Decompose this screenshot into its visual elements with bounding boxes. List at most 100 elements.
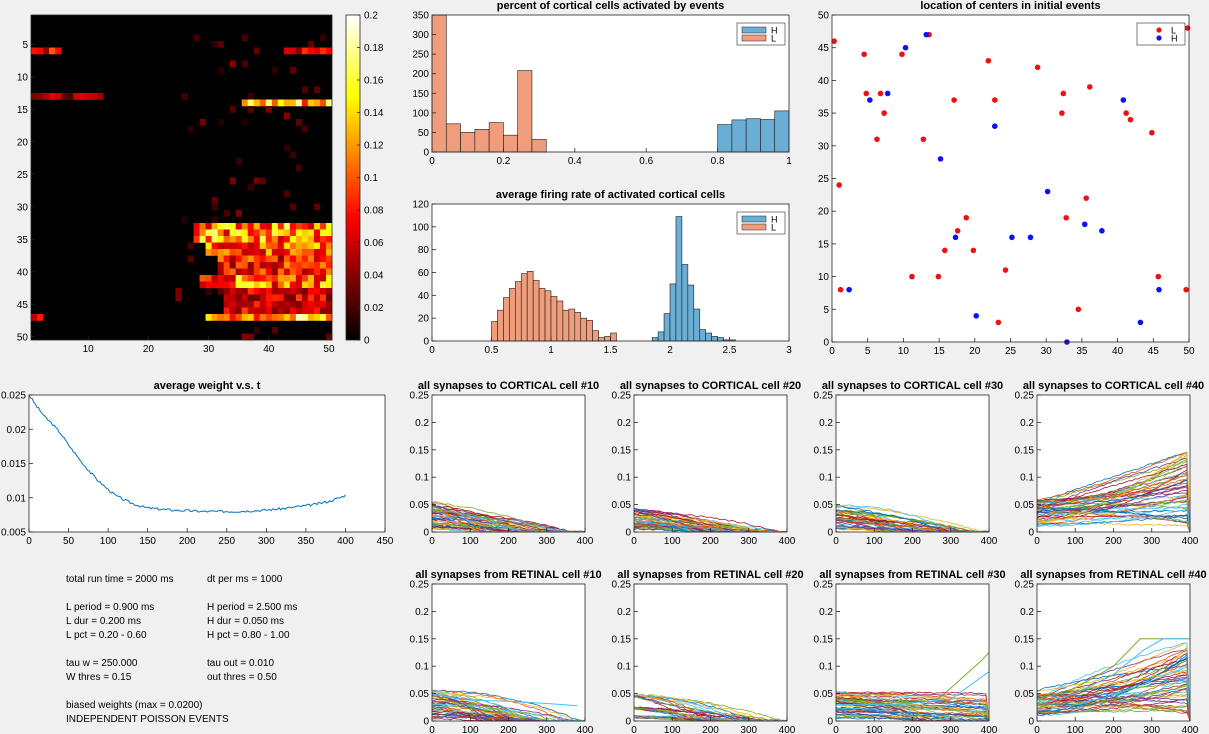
cortical-40-ytick-label: 0.05 xyxy=(1015,500,1035,511)
heatmap-cell xyxy=(265,236,273,243)
heatmap-cell xyxy=(211,229,218,237)
heatmap-cell xyxy=(325,223,333,230)
heatmap-cell xyxy=(259,249,267,256)
heatmap-cell xyxy=(247,301,255,308)
scatter-ytick-label: 35 xyxy=(818,109,830,120)
scatter-point-L xyxy=(899,51,905,58)
heatmap-cell xyxy=(241,314,249,321)
rate-hist-xtick-label: 2.5 xyxy=(723,345,737,356)
scatter-ytick-label: 10 xyxy=(818,272,830,283)
heatmap-cell xyxy=(217,223,224,230)
pct-hist-bar-H xyxy=(774,110,790,153)
heatmap-cell xyxy=(283,281,291,289)
heatmap-cell xyxy=(289,294,297,302)
heatmap-cell xyxy=(211,236,218,243)
heatmap-cell xyxy=(295,314,303,321)
avg-weight-ytick-label: 0.01 xyxy=(7,493,27,504)
heatmap-cell xyxy=(223,314,230,321)
heatmap-cell xyxy=(319,242,327,250)
cortical-20-ytick-label: 0.1 xyxy=(617,473,631,484)
pct-hist-ytick-label: 100 xyxy=(412,108,429,119)
cortical-40-xtick-label: 400 xyxy=(1182,536,1199,547)
avg-weight-plot-area xyxy=(29,395,385,532)
cortical-40-xtick-label: 0 xyxy=(1034,536,1040,547)
heatmap-cell xyxy=(259,307,267,315)
retinal-30-trace xyxy=(836,700,990,722)
colorbar-tick-label: 0.12 xyxy=(364,141,384,152)
scatter-ytick-label: 0 xyxy=(823,338,829,349)
rate-hist-bar-L xyxy=(598,337,605,342)
scatter-ytick-label: 50 xyxy=(818,11,830,22)
heatmap-cell xyxy=(223,301,230,308)
heatmap-cell xyxy=(325,275,333,282)
heatmap-cell xyxy=(313,203,321,211)
cortical-40-trace xyxy=(1036,485,1191,532)
retinal-40-trace xyxy=(1036,703,1191,722)
heatmap-cell xyxy=(307,314,315,321)
heatmap-cell xyxy=(241,249,249,256)
scatter-xtick-label: 45 xyxy=(1148,346,1160,357)
heatmap-cell xyxy=(259,275,267,282)
heatmap-cell xyxy=(259,314,267,321)
scatter-point-L xyxy=(1086,84,1093,90)
cortical-20-xtick-label: 200 xyxy=(702,536,719,547)
avg-weight-xtick-label: 0 xyxy=(26,536,32,547)
rate-hist-bar-H xyxy=(693,308,701,342)
heatmap-cell xyxy=(319,47,327,55)
heatmap-cell xyxy=(289,307,297,315)
heatmap-cell xyxy=(319,99,327,107)
retinal-10-ytick-label: 0 xyxy=(423,717,429,728)
scatter-ytick-label: 20 xyxy=(818,207,830,218)
heatmap-cell xyxy=(61,93,68,100)
cortical-40-trace xyxy=(1036,458,1191,533)
rate-hist-bar-L xyxy=(491,321,498,342)
heatmap-cell xyxy=(271,99,279,107)
rate-hist-xtick-label: 3 xyxy=(786,345,792,356)
retinal-20-ytick-label: 0 xyxy=(625,717,631,728)
heatmap-cell xyxy=(217,262,224,269)
heatmap-cell xyxy=(259,255,267,263)
rate-hist-bar-L xyxy=(556,300,564,342)
retinal-30-traces xyxy=(835,652,990,722)
retinal-40-xtick-label: 100 xyxy=(1067,725,1084,734)
scatter-point-L xyxy=(1034,64,1041,71)
rate-hist-bar-H xyxy=(687,284,695,342)
heatmap-cell xyxy=(211,242,218,250)
heatmap-xtick-label: 40 xyxy=(263,344,275,355)
heatmap-cell xyxy=(271,294,279,302)
heatmap-cell xyxy=(283,255,291,263)
param-l-dur: L dur = 0.200 ms xyxy=(66,616,141,627)
scatter-point-L xyxy=(1127,116,1134,123)
cortical-10-ytick-label: 0.2 xyxy=(415,418,429,429)
heatmap-cell xyxy=(277,294,285,302)
scatter-point-L xyxy=(837,286,844,293)
heatmap-cell xyxy=(325,288,333,295)
pct-hist-ytick-label: 50 xyxy=(418,128,430,139)
cortical-30-ytick-label: 0.15 xyxy=(814,445,834,456)
heatmap-xtick-label: 20 xyxy=(143,344,155,355)
heatmap-cell xyxy=(247,93,255,100)
heatmap-cell xyxy=(325,249,333,256)
cortical-40-ytick-label: 0.15 xyxy=(1015,445,1035,456)
heatmap-cell xyxy=(283,301,291,308)
heatmap-cell xyxy=(283,294,291,302)
heatmap-cell xyxy=(313,229,321,237)
retinal-10-title: all synapses from RETINAL cell #10 xyxy=(415,569,601,581)
retinal-30-trace xyxy=(835,714,990,722)
scatter-ytick-label: 30 xyxy=(818,141,830,152)
heatmap-cell xyxy=(313,301,321,308)
heatmap-cell xyxy=(37,314,44,321)
heatmap-cell xyxy=(301,47,309,55)
heatmap-cell xyxy=(211,281,218,289)
heatmap-cell xyxy=(43,93,50,100)
heatmap-cell xyxy=(247,262,255,269)
retinal-40-trace xyxy=(1036,659,1191,721)
heatmap-cell xyxy=(319,275,327,282)
retinal-10-ytick-label: 0.25 xyxy=(410,580,430,591)
heatmap-cell xyxy=(265,229,273,237)
scatter-xtick-label: 50 xyxy=(1183,346,1195,357)
pct-hist-bar-L xyxy=(517,70,533,153)
heatmap-cell xyxy=(277,288,285,295)
retinal-40-ytick-label: 0.15 xyxy=(1015,634,1035,645)
heatmap-cell xyxy=(253,307,261,315)
